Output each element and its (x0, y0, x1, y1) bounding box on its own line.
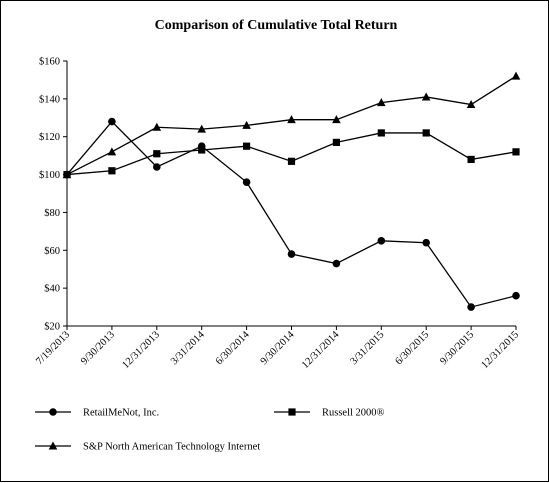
legend-marker-triangle (48, 441, 58, 450)
data-point-triangle (287, 115, 296, 124)
data-point-circle (377, 237, 386, 245)
x-tick-label: 12/31/2013 (120, 329, 162, 371)
x-tick-label: 6/30/2015 (393, 329, 431, 367)
y-tick-label: $100 (39, 170, 60, 181)
series-lines (66, 75, 517, 308)
legend-marker-circle (49, 408, 57, 416)
data-point-square (243, 142, 251, 150)
data-point-triangle (466, 100, 476, 109)
data-point-triangle (332, 115, 341, 124)
y-tick-label: $160 (39, 57, 60, 68)
data-point-square (377, 129, 385, 137)
x-tick-label: 9/30/2015 (438, 329, 476, 367)
x-tick-label: 6/30/2014 (214, 329, 252, 367)
legend-marker-square (288, 408, 296, 416)
data-point-triangle (107, 147, 117, 156)
data-point-circle (332, 259, 341, 268)
y-tick-label: $40 (44, 284, 60, 295)
data-point-circle (422, 238, 431, 247)
y-tick-label: $80 (44, 208, 60, 219)
legend-label: RetailMeNot, Inc. (83, 408, 159, 419)
data-point-square (467, 155, 475, 164)
data-point-circle (153, 163, 161, 171)
data-point-triangle (421, 92, 431, 101)
legend-label: Russell 2000® (322, 408, 385, 419)
data-point-circle (287, 250, 296, 258)
x-tick-label: 9/30/2013 (79, 329, 117, 367)
x-tick-label: 3/31/2015 (349, 329, 387, 367)
x-tick-label: 12/31/2015 (480, 329, 522, 371)
data-point-triangle (511, 71, 521, 80)
data-point-circle (108, 117, 116, 126)
data-point-triangle (377, 98, 386, 107)
series-markers (62, 71, 521, 311)
data-point-circle (512, 291, 520, 300)
data-point-square (108, 167, 116, 175)
data-point-triangle (62, 170, 72, 179)
x-tick-label: 3/31/2014 (169, 329, 207, 367)
legend: RetailMeNot, Inc. Russell 2000® S&P North … (35, 408, 385, 453)
data-point-triangle (242, 120, 251, 129)
legend-label: S&P North American Technology Internet (83, 442, 260, 453)
y-tick-label: $60 (44, 246, 60, 257)
x-tick-label: 7/19/2013 (34, 329, 72, 367)
data-point-square (153, 150, 161, 158)
y-tick-label: $120 (39, 132, 60, 143)
data-point-triangle (152, 122, 162, 131)
data-point-square (422, 129, 430, 137)
data-point-square (512, 148, 520, 156)
x-tick-label: 9/30/2014 (259, 329, 297, 367)
x-tick-label: 12/31/2014 (300, 329, 342, 371)
series-line-circle (66, 120, 517, 308)
data-point-circle (467, 303, 475, 311)
data-point-circle (242, 178, 251, 186)
data-point-square (287, 157, 296, 165)
chart-title: Comparison of Cumulative Total Return (155, 18, 398, 33)
data-point-square (332, 138, 340, 146)
data-point-triangle (197, 124, 206, 133)
y-tick-label: $140 (39, 94, 60, 105)
data-point-square (198, 146, 206, 154)
y-tick-label: $20 (44, 322, 60, 333)
